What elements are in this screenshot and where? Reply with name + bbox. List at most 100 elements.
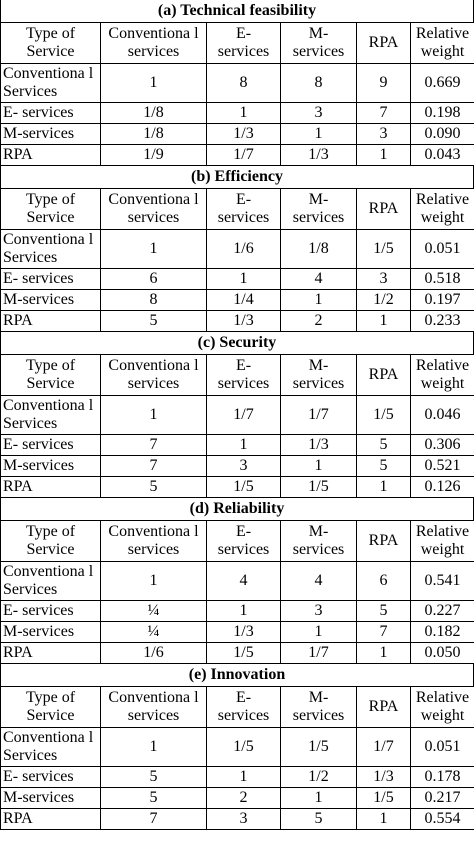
table-row: E- services 6 1 4 3 0.518 [0,268,474,290]
table-cell: 1/7 [356,727,411,767]
header-row: Type of Service Conventiona l services E- … [0,22,474,64]
table-row: RPA 5 1/5 1/5 1 0.126 [0,476,474,498]
header-rpa: RPA [356,354,411,396]
table-cell: 1/5 [206,642,281,664]
table-cell: 0.521 [410,455,474,477]
table-row: E- services ¼ 1 3 5 0.227 [0,600,474,622]
table-cell: 1/5 [356,395,411,435]
header-m-services: M- services [280,188,357,230]
header-m-services: M- services [280,354,357,396]
table-cell: 1 [206,766,281,788]
table-cell: 4 [280,561,357,601]
table-cell: 8 [100,289,207,311]
header-e-services: E- services [206,22,281,64]
table-cell: 0.182 [410,621,474,643]
table-cell: 1/5 [280,476,357,498]
table-cell: 0.051 [410,229,474,269]
table-cell: 6 [100,268,207,290]
table-cell: 0.227 [410,600,474,622]
table-cell: 6 [356,561,411,601]
row-label: Conventiona l Services [0,727,101,767]
row-label: RPA [0,642,101,664]
row-label: E- services [0,766,101,788]
table-cell: 1 [356,476,411,498]
table-cell: 4 [206,561,281,601]
table-cell: 5 [100,787,207,809]
comparison-table: Type of Service Conventiona l services E- … [0,188,474,332]
table-cell: 1/5 [356,787,411,809]
table-cell: 1/8 [280,229,357,269]
header-conventional-services: Conventiona l services [100,188,207,230]
section-title: (e) Innovation [0,664,474,686]
header-row: Type of Service Conventiona l services E- … [0,188,474,230]
row-label: M-services [0,621,101,643]
table-cell: 1 [280,123,357,145]
comparison-table: Type of Service Conventiona l services E- … [0,354,474,498]
table-row: M-services 7 3 1 5 0.521 [0,455,474,477]
row-label: Conventiona l Services [0,561,101,601]
table-cell: 7 [100,808,207,830]
table-cell: 1 [280,787,357,809]
table-cell: 1/4 [206,289,281,311]
table-row: RPA 7 3 5 1 0.554 [0,808,474,830]
table-cell: 1 [206,268,281,290]
header-conventional-services: Conventiona l services [100,22,207,64]
comparison-table: Type of Service Conventiona l services E- … [0,686,474,830]
table-row: E- services 5 1 1/2 1/3 0.178 [0,766,474,788]
table-row: RPA 1/9 1/7 1/3 1 0.043 [0,144,474,166]
table-cell: 8 [280,63,357,103]
table-cell: 7 [100,455,207,477]
header-conventional-services: Conventiona l services [100,354,207,396]
table-cell: 1/3 [280,144,357,166]
header-relative-weight: Relative weight [410,520,474,562]
header-relative-weight: Relative weight [410,22,474,64]
table-cell: 1/7 [206,395,281,435]
table-cell: 1 [356,808,411,830]
header-relative-weight: Relative weight [410,188,474,230]
table-cell: 0.233 [410,310,474,332]
table-cell: 1 [206,434,281,456]
header-rpa: RPA [356,686,411,728]
table-cell: 0.126 [410,476,474,498]
header-relative-weight: Relative weight [410,354,474,396]
row-label: RPA [0,808,101,830]
table-cell: 1/9 [100,144,207,166]
table-cell: 5 [280,808,357,830]
table-cell: 0.217 [410,787,474,809]
table-cell: 1/2 [356,289,411,311]
table-cell: 1 [356,642,411,664]
row-label: M-services [0,455,101,477]
comparison-table: Type of Service Conventiona l services E- … [0,520,474,664]
table-cell: 0.198 [410,102,474,124]
table-cell: 1 [206,600,281,622]
table-cell: 3 [280,600,357,622]
table-cell: 1/6 [206,229,281,269]
table-cell: 1/8 [100,123,207,145]
table-cell: 7 [356,621,411,643]
header-m-services: M- services [280,686,357,728]
header-conventional-services: Conventiona l services [100,520,207,562]
comparison-table: Type of Service Conventiona l services E- … [0,22,474,166]
table-cell: 1/3 [206,310,281,332]
table-cell: 1 [356,144,411,166]
table-cell: 1/3 [206,123,281,145]
header-conventional-services: Conventiona l services [100,686,207,728]
table-cell: 0.541 [410,561,474,601]
header-row: Type of Service Conventiona l services E- … [0,686,474,728]
header-type-of-service: Type of Service [0,188,101,230]
table-cell: 1/5 [206,476,281,498]
table-cell: ¼ [100,621,207,643]
table-cell: 3 [356,268,411,290]
table-cell: 7 [100,434,207,456]
table-row: M-services ¼ 1/3 1 7 0.182 [0,621,474,643]
row-label: E- services [0,600,101,622]
row-label: M-services [0,123,101,145]
table-cell: 5 [100,766,207,788]
table-cell: 1/2 [280,766,357,788]
table-cell: 0.050 [410,642,474,664]
row-label: E- services [0,434,101,456]
table-cell: 0.051 [410,727,474,767]
row-label: E- services [0,268,101,290]
header-row: Type of Service Conventiona l services E- … [0,354,474,396]
